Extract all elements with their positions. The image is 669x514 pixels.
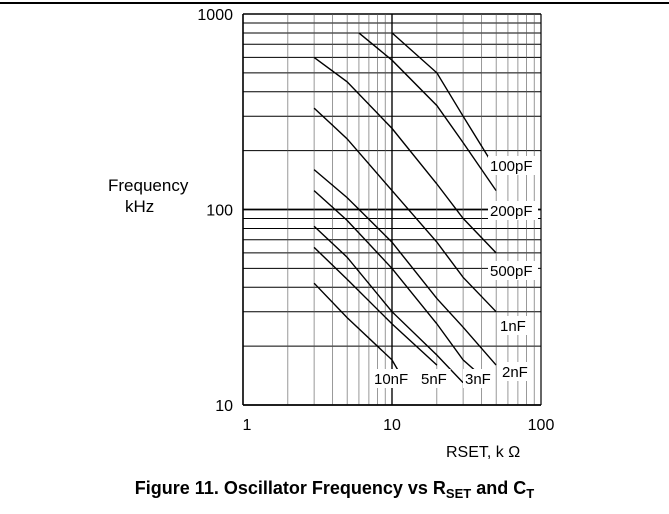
series-label-500pF: 500pF (490, 263, 533, 280)
curves (313, 32, 497, 384)
curve-10nF-8 (313, 282, 399, 371)
y-tick-label: 1000 (197, 7, 233, 24)
series-label-bg (488, 156, 538, 175)
series-label-bg (419, 369, 451, 388)
figure-caption: Figure 11. Oscillator Frequency vs RSET … (0, 478, 669, 501)
curve-100pF-0 (358, 32, 497, 191)
caption-sub-t: T (526, 486, 535, 501)
series-label-5nF: 5nF (421, 371, 447, 388)
y-axis-label-line2: kHz (125, 197, 155, 216)
series-label-1nF: 1nF (500, 318, 526, 335)
top-rule (0, 2, 669, 4)
x-tick-label: 100 (528, 417, 555, 434)
curve-3nF-6 (313, 225, 464, 384)
series-label-2nF: 2nF (502, 364, 528, 381)
series-label-bg (488, 261, 538, 280)
y-tick-label: 10 (215, 398, 233, 415)
series-label-bg (463, 369, 495, 388)
series-label-100pF: 100pF (490, 158, 533, 175)
series-label-10nF: 10nF (374, 371, 408, 388)
x-tick-label: 10 (383, 417, 401, 434)
curve-2nF-5 (313, 190, 483, 377)
y-tick-label: 100 (206, 203, 233, 220)
curve-100pF-1 (391, 32, 497, 170)
series-label-bg (500, 362, 532, 381)
curve-5nF-7 (313, 246, 438, 366)
y-axis-label-line1: Frequency (108, 176, 189, 195)
series-label-bg (488, 201, 538, 220)
curve-200pF-2 (313, 56, 497, 254)
series-label-200pF: 200pF (490, 203, 533, 220)
caption-sub-set: SET (445, 486, 472, 501)
x-axis-label: RSET, k Ω (446, 444, 521, 461)
series-label-bg (372, 369, 413, 388)
series-label-bg (498, 316, 530, 335)
curve-1nF-4 (313, 169, 497, 366)
caption-prefix: Figure 11. Oscillator Frequency vs R (134, 478, 446, 498)
x-tick-label: 1 (243, 417, 252, 434)
frequency-chart: 10 100 1000 1 10 100 100pF 200pF 500pF 1nF 2nF 3nF… (197, 7, 554, 434)
series-label-3nF: 3nF (465, 371, 491, 388)
tick-labels: 10 100 1000 1 10 100 (197, 7, 554, 434)
series-labels: 100pF 200pF 500pF 1nF 2nF 3nF 5nF 10nF (372, 156, 538, 388)
caption-middle: and C (471, 478, 527, 498)
curve-500pF-3 (313, 107, 497, 313)
